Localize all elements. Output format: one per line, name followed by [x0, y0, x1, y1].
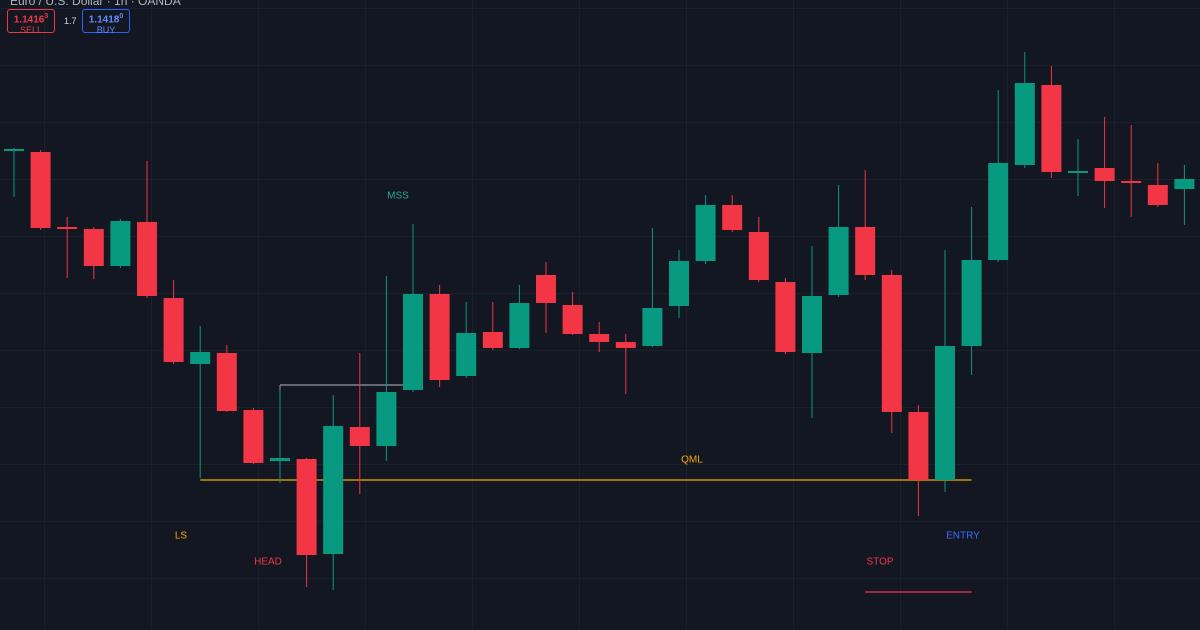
candle-body: [961, 260, 982, 346]
sell-label: SELL: [19, 25, 43, 36]
candle-body: [4, 149, 24, 151]
candle-body: [376, 392, 397, 446]
candle-body: [1174, 179, 1195, 189]
sell-price-main: 1.1416: [13, 14, 45, 26]
candle-body: [1014, 83, 1035, 165]
symbol-title: Euro / U.S. Dollar · 1h · OANDA: [10, 0, 181, 8]
candle-body: [57, 227, 78, 229]
buy-button[interactable]: 1.14180 BUY: [82, 9, 130, 36]
candle-body: [296, 459, 317, 555]
candle-body: [323, 426, 344, 554]
spread: 1.7: [64, 16, 77, 26]
candle-body: [669, 261, 689, 306]
candle-body: [482, 332, 503, 348]
candle-body: [562, 305, 583, 334]
candle-body: [1094, 168, 1115, 181]
candle-body: [748, 232, 769, 280]
candle-body: [615, 342, 636, 348]
candle-body: [349, 427, 370, 446]
candle-body: [1041, 85, 1062, 172]
buy-pipette: 0: [119, 13, 124, 20]
candle-body: [775, 282, 796, 352]
candle-body: [722, 205, 743, 230]
candle-body: [456, 333, 477, 376]
candle-body: [988, 163, 1009, 260]
buy-price: 1.14180: [83, 11, 129, 25]
candle-body: [429, 294, 450, 380]
candle-body: [270, 458, 290, 461]
candle-body: [1147, 185, 1168, 205]
candle-body: [403, 294, 423, 390]
candle-body: [243, 410, 264, 463]
sell-button[interactable]: 1.14163 SELL: [7, 9, 55, 36]
candle-body: [1068, 171, 1088, 173]
candle-body: [110, 221, 131, 266]
annotation: MSS: [387, 191, 409, 202]
candle-body: [216, 353, 237, 411]
candle-body: [30, 152, 51, 228]
buy-price-main: 1.1418: [88, 14, 120, 26]
annotation: HEAD: [254, 557, 282, 568]
candle-body: [935, 346, 955, 480]
candle-body: [695, 205, 716, 261]
candle-body: [802, 296, 822, 353]
candle-body: [642, 308, 663, 346]
candle-body: [855, 227, 876, 275]
candle-body: [190, 352, 211, 364]
annotation: LS: [175, 531, 188, 542]
candle-body: [83, 229, 104, 266]
buy-label: BUY: [96, 25, 116, 36]
sell-pipette: 3: [44, 13, 49, 20]
candle-body: [881, 275, 902, 412]
candle-body: [828, 227, 849, 295]
annotation: QML: [681, 455, 703, 466]
annotation: ENTRY: [946, 531, 980, 542]
candle-body: [908, 412, 929, 480]
candle-body: [589, 334, 610, 342]
sell-price: 1.14163: [8, 11, 54, 25]
candle-body: [137, 222, 157, 296]
candle-body: [163, 298, 184, 362]
candle-body: [509, 303, 530, 348]
candle-body: [536, 275, 556, 303]
candle-body: [1121, 181, 1142, 183]
annotation: STOP: [866, 557, 893, 568]
